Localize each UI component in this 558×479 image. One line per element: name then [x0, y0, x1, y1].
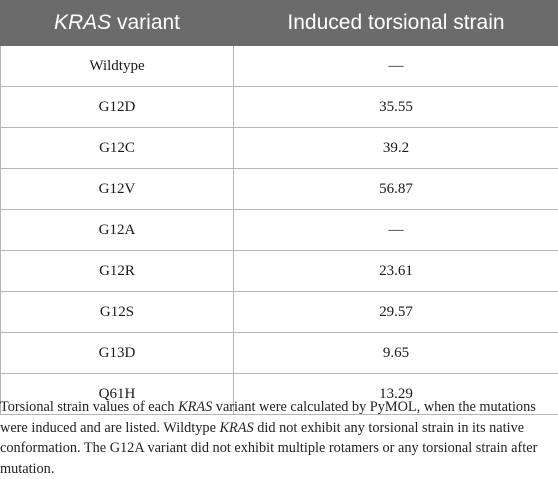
- strain-cell: 23.61: [233, 250, 558, 292]
- kras-strain-table: KRAS variant Induced torsional strain Wi…: [0, 0, 558, 415]
- variant-cell: G12R: [0, 250, 234, 292]
- variant-cell: G13D: [0, 332, 234, 374]
- table-row: G12V 56.87: [0, 168, 558, 210]
- table-row: Q61H 13.29: [0, 373, 558, 415]
- table-row: G12R 23.61: [0, 250, 558, 292]
- strain-cell: 13.29: [233, 373, 558, 415]
- strain-cell: 29.57: [233, 291, 558, 333]
- variant-cell: Q61H: [0, 373, 234, 415]
- strain-cell: 56.87: [233, 168, 558, 210]
- table-row: G13D 9.65: [0, 332, 558, 374]
- header-strain: Induced torsional strain: [233, 0, 558, 46]
- strain-cell: —: [233, 209, 558, 251]
- variant-cell: G12A: [0, 209, 234, 251]
- variant-cell: G12V: [0, 168, 234, 210]
- table-row: Wildtype —: [0, 45, 558, 87]
- strain-cell: 9.65: [233, 332, 558, 374]
- variant-cell: G12D: [0, 86, 234, 128]
- table-row: G12A —: [0, 209, 558, 251]
- strain-cell: 35.55: [233, 86, 558, 128]
- variant-cell: G12C: [0, 127, 234, 169]
- table-header-row: KRAS variant Induced torsional strain: [0, 0, 558, 46]
- strain-cell: —: [233, 45, 558, 87]
- strain-cell: 39.2: [233, 127, 558, 169]
- table-row: G12D 35.55: [0, 86, 558, 128]
- header-variant: KRAS variant: [0, 0, 234, 46]
- table-caption: Torsional strain values of each KRAS var…: [0, 399, 538, 477]
- variant-cell: G12S: [0, 291, 234, 333]
- table-row: G12S 29.57: [0, 291, 558, 333]
- table-row: G12C 39.2: [0, 127, 558, 169]
- data-table-container: KRAS variant Induced torsional strain Wi…: [0, 0, 558, 415]
- variant-cell: Wildtype: [0, 45, 234, 87]
